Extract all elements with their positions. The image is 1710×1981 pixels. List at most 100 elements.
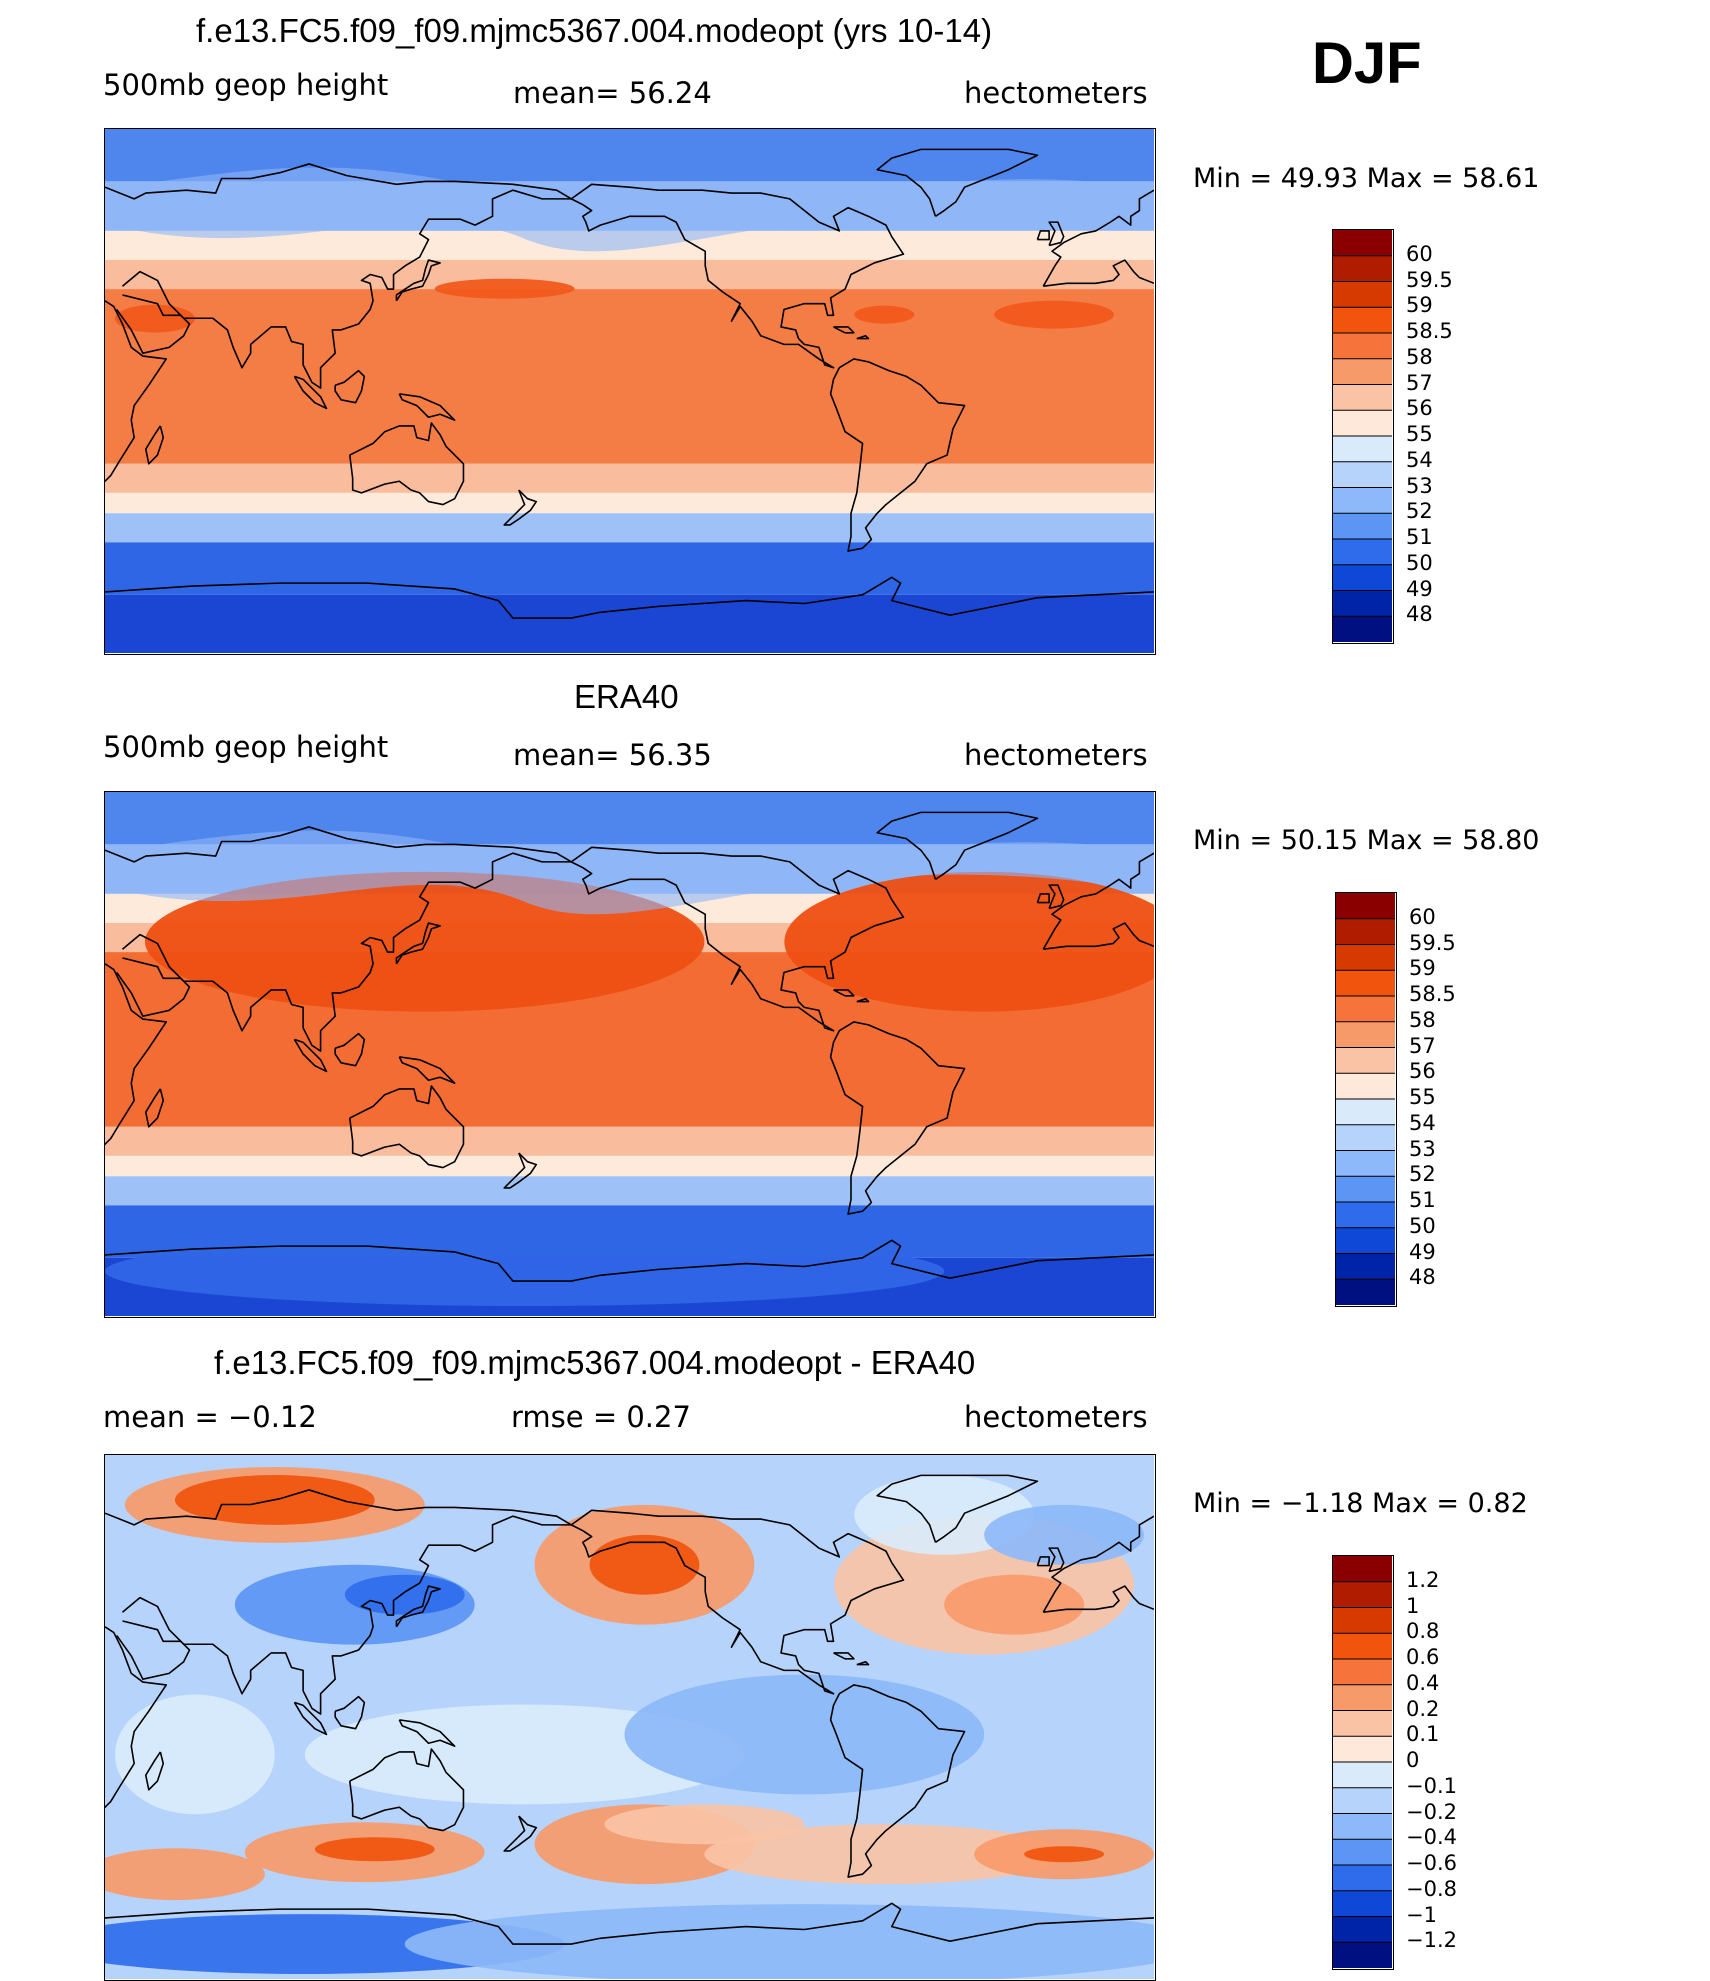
panel-title: f.e13.FC5.f09_f09.mjmc5367.004.modeopt -… [214, 1344, 976, 1381]
coastline [1048, 884, 1065, 910]
coastline [398, 393, 456, 421]
colorbar-level-label: 49 [1409, 1239, 1436, 1264]
colorbar-level-label: 0.1 [1406, 1722, 1440, 1747]
coastline [876, 1474, 1039, 1543]
colorbar-level-label: −0.8 [1406, 1876, 1457, 1901]
contour-map [104, 1454, 1156, 1981]
coastline [1036, 893, 1050, 904]
colorbar-level-label: 56 [1406, 396, 1433, 421]
colorbar-swatch [1333, 307, 1392, 334]
colorbar-swatch [1333, 1684, 1392, 1711]
colorbar-swatch [1336, 1150, 1395, 1177]
colorbar-level-label: 59 [1406, 293, 1433, 318]
rmse-label: rmse = 0.27 [511, 1400, 691, 1434]
coastline [829, 1684, 966, 1878]
coastline [293, 1038, 328, 1073]
colorbar-level-label: −1 [1406, 1902, 1437, 1927]
colorbar-swatch [1336, 1227, 1395, 1254]
variable-label: 500mb geop height [103, 730, 389, 764]
colorbar-swatch [1333, 539, 1392, 566]
colorbar-level-label: −0.6 [1406, 1851, 1457, 1875]
colorbar-level-label: 0.6 [1406, 1645, 1440, 1669]
colorbar-swatch [1333, 358, 1392, 385]
colorbar-level-label: −0.1 [1406, 1773, 1457, 1798]
coastline [833, 989, 855, 997]
coastline [116, 957, 191, 1017]
colorbar-level-label: −0.2 [1406, 1799, 1457, 1824]
colorbar-swatch [1333, 1581, 1392, 1608]
colorbar-level-label: 1 [1406, 1593, 1420, 1618]
coastline [105, 1626, 168, 1809]
colorbar-swatch [1336, 918, 1395, 945]
colorbar-swatch [1333, 1787, 1392, 1814]
mean-label: mean= 56.24 [513, 76, 712, 110]
colorbar-level-label: 0.8 [1406, 1619, 1440, 1644]
coastline [829, 358, 966, 552]
colorbar-level-label: 58.5 [1409, 982, 1456, 1006]
coastline [105, 963, 168, 1146]
colorbar-level-label: 57 [1409, 1033, 1436, 1058]
colorbar-swatch [1333, 1839, 1392, 1866]
colorbar-level-label: 54 [1409, 1110, 1436, 1135]
colorbar-swatch [1333, 590, 1392, 617]
coastline [398, 1056, 456, 1084]
colorbar-level-label: 48 [1406, 602, 1433, 627]
colorbar-swatch [1333, 436, 1392, 463]
coastline [833, 1652, 855, 1660]
colorbar-level-label: 55 [1409, 1085, 1436, 1109]
contour-map [104, 128, 1156, 655]
contour-map-svg [105, 792, 1155, 1316]
coastline [1036, 230, 1050, 241]
colorbar [1332, 1555, 1394, 1970]
colorbar-swatch [1333, 1633, 1392, 1660]
coastline [105, 1239, 1155, 1282]
coastline [1043, 922, 1155, 950]
coastline [334, 1695, 366, 1730]
panel-title: f.e13.FC5.f09_f09.mjmc5367.004.modeopt (… [196, 12, 993, 49]
coastline [1042, 189, 1155, 287]
colorbar-level-label: 51 [1409, 1188, 1436, 1212]
panel-title: ERA40 [574, 678, 679, 715]
coastline [1048, 221, 1065, 247]
coastline [1042, 1515, 1155, 1613]
colorbar-level-label: 48 [1409, 1265, 1436, 1290]
coastline [144, 1751, 165, 1791]
coastline [503, 489, 538, 526]
colorbar-level-label: 1.2 [1406, 1567, 1440, 1592]
colorbar-swatch [1333, 1556, 1392, 1583]
colorbar-swatch [1333, 333, 1392, 360]
colorbar-level-label: 50 [1406, 550, 1433, 575]
colorbar-swatch [1336, 996, 1395, 1023]
coastline [395, 1585, 441, 1628]
coastline [570, 1509, 905, 1695]
coastline [503, 1152, 538, 1189]
colorbar-swatch [1333, 281, 1392, 308]
coastline [144, 1088, 165, 1128]
colorbar-swatch [1333, 513, 1392, 540]
colorbar-level-label: 59 [1409, 956, 1436, 981]
colorbar-swatch [1333, 1659, 1392, 1686]
minmax-label: Min = 49.93 Max = 58.61 [1193, 163, 1540, 194]
season-label: DJF [1312, 31, 1422, 96]
colorbar-swatch [1333, 1865, 1392, 1892]
coastline [833, 326, 855, 334]
coastline [395, 922, 441, 965]
colorbar-swatch [1336, 944, 1395, 971]
colorbar-level-label: 52 [1406, 499, 1433, 524]
coastline [334, 1032, 366, 1067]
coastline [334, 369, 366, 404]
coastline [503, 1815, 538, 1852]
colorbar-level-label: 58.5 [1406, 319, 1453, 343]
colorbar [1335, 892, 1397, 1307]
contour-map-svg [105, 1455, 1155, 1980]
colorbar-level-label: 51 [1406, 525, 1433, 549]
colorbar-swatch [1333, 1736, 1392, 1763]
colorbar-level-label: 53 [1409, 1136, 1436, 1161]
colorbar-level-label: 52 [1409, 1162, 1436, 1187]
colorbar-level-label: 60 [1406, 241, 1433, 266]
minmax-label: Min = 50.15 Max = 58.80 [1193, 825, 1540, 856]
colorbar-level-label: 55 [1406, 422, 1433, 446]
colorbar-swatch [1333, 230, 1392, 257]
coastline [1043, 259, 1155, 287]
coastline [105, 163, 573, 389]
